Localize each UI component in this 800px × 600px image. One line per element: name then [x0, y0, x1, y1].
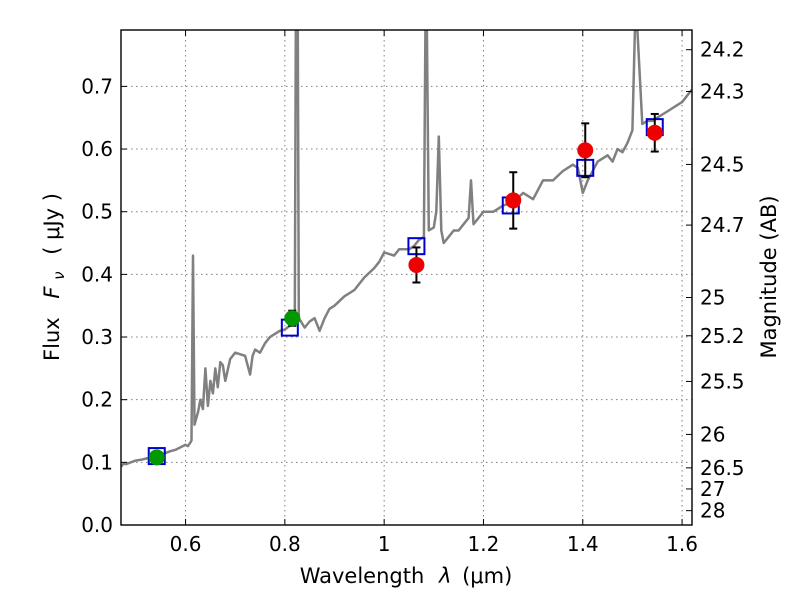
x-axis-label-unit: (μm)	[462, 564, 512, 588]
x-axis: 0.6 0.8 1 1.2 1.4 1.6	[170, 30, 698, 556]
x-axis-label-symbol: λ	[438, 564, 451, 588]
grid-lines	[121, 30, 692, 526]
y2-tick-label: 24.2	[700, 38, 745, 62]
y-tick-label: 0.6	[81, 137, 113, 161]
y-axis-label-subscript: ν	[50, 271, 68, 279]
y-tick-label: 0.1	[81, 450, 113, 474]
y-axis-flux: 0.0 0.1 0.2 0.3 0.4 0.5 0.6 0.7	[81, 74, 127, 537]
data-layer	[121, 30, 692, 468]
x-tick-label: 0.6	[170, 532, 202, 556]
y2-tick-label: 24.3	[700, 80, 745, 104]
y2-tick-label: 27	[700, 477, 725, 501]
x-tick-label: 1	[378, 532, 391, 556]
plot-frame	[120, 29, 693, 526]
y-tick-label: 0.5	[81, 200, 113, 224]
observed-flux-point	[577, 142, 594, 159]
y-tick-label: 0.4	[81, 262, 113, 286]
y2-tick-label: 26	[700, 422, 725, 446]
y2-axis-label: Magnitude (AB)	[757, 195, 781, 358]
y-tick-label: 0.3	[81, 325, 113, 349]
y-axis-label-unit: ( μJy )	[40, 193, 64, 255]
y2-tick-label: 26.5	[700, 456, 745, 480]
x-tick-label: 1.2	[468, 532, 500, 556]
observed-flux-point	[646, 124, 663, 141]
y2-tick-label: 25	[700, 286, 725, 310]
y2-tick-label: 25.5	[700, 369, 745, 393]
observed-flux-point	[408, 256, 425, 273]
y2-tick-label: 28	[700, 499, 725, 523]
y2-tick-label: 25.2	[700, 324, 745, 348]
y-axis-label-text: Flux	[40, 317, 64, 361]
plot-background	[121, 30, 692, 525]
x-tick-label: 0.8	[269, 532, 301, 556]
spectrum-line	[121, 30, 692, 468]
y-tick-label: 0.0	[81, 513, 113, 537]
observed-flux-point	[148, 449, 165, 466]
x-tick-label: 1.4	[567, 532, 599, 556]
y2-tick-label: 24.7	[700, 213, 745, 237]
observed-flux-point	[505, 192, 522, 209]
y-axis-label: Flux F ν ( μJy )	[40, 193, 69, 361]
y-axis-label-symbol: F	[40, 286, 64, 299]
y-tick-label: 0.7	[81, 74, 113, 98]
y-tick-label: 0.2	[81, 388, 113, 412]
y2-tick-label: 24.5	[700, 152, 745, 176]
x-axis-label-text: Wavelength	[300, 564, 425, 588]
observed-flux-point	[284, 310, 301, 327]
x-axis-label: Wavelength λ (μm)	[300, 564, 513, 588]
x-tick-label: 1.6	[666, 532, 698, 556]
